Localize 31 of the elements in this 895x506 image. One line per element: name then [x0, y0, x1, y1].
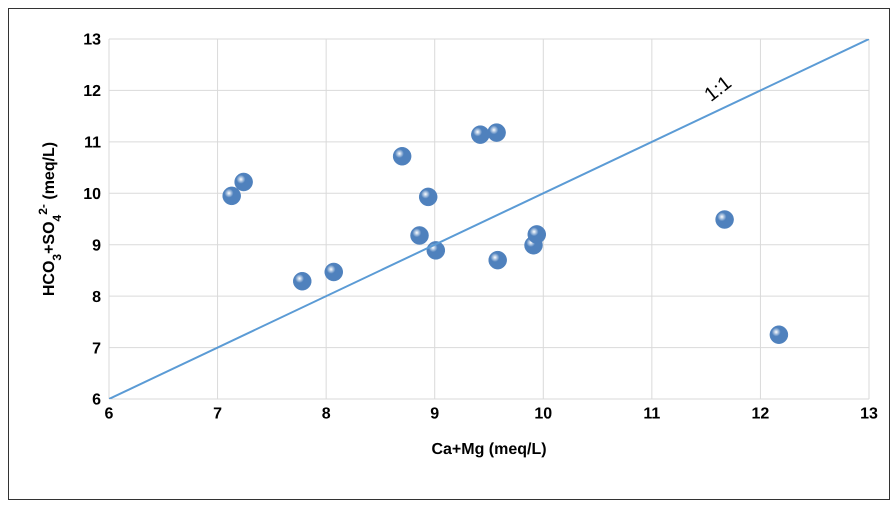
- x-tick-label: 12: [752, 405, 770, 422]
- x-tick-label: 11: [643, 405, 660, 422]
- point: [222, 186, 241, 206]
- x-tick-label: 10: [534, 405, 552, 422]
- point: [471, 125, 490, 144]
- point: [293, 272, 312, 290]
- y-tick-label: 6: [92, 392, 102, 409]
- y-tick-label: 12: [83, 83, 102, 100]
- x-tick-label: 13: [860, 405, 878, 422]
- x-tick-label: 8: [322, 405, 331, 422]
- annotation: 1:1: [700, 72, 736, 106]
- point: [392, 147, 412, 166]
- y-tick-label: 8: [92, 288, 102, 306]
- point: [770, 325, 788, 344]
- y-tick-label: 13: [83, 32, 102, 49]
- y-tick-label: 7: [92, 340, 102, 358]
- point: [528, 225, 546, 244]
- point: [418, 188, 438, 206]
- x-tick-label: 6: [104, 405, 114, 422]
- point: [487, 123, 506, 142]
- point: [715, 210, 734, 229]
- x-axis-title: Ca+Mg (meq/L): [431, 441, 547, 458]
- point: [324, 262, 343, 282]
- x-tick-label: 7: [213, 405, 222, 422]
- y-tick-label: 11: [84, 134, 102, 152]
- point: [234, 172, 253, 192]
- y-tick-label: 9: [92, 237, 102, 254]
- y-tick-label: 10: [83, 186, 102, 203]
- point: [410, 226, 429, 245]
- point: [488, 250, 507, 270]
- x-tick-label: 9: [430, 405, 440, 422]
